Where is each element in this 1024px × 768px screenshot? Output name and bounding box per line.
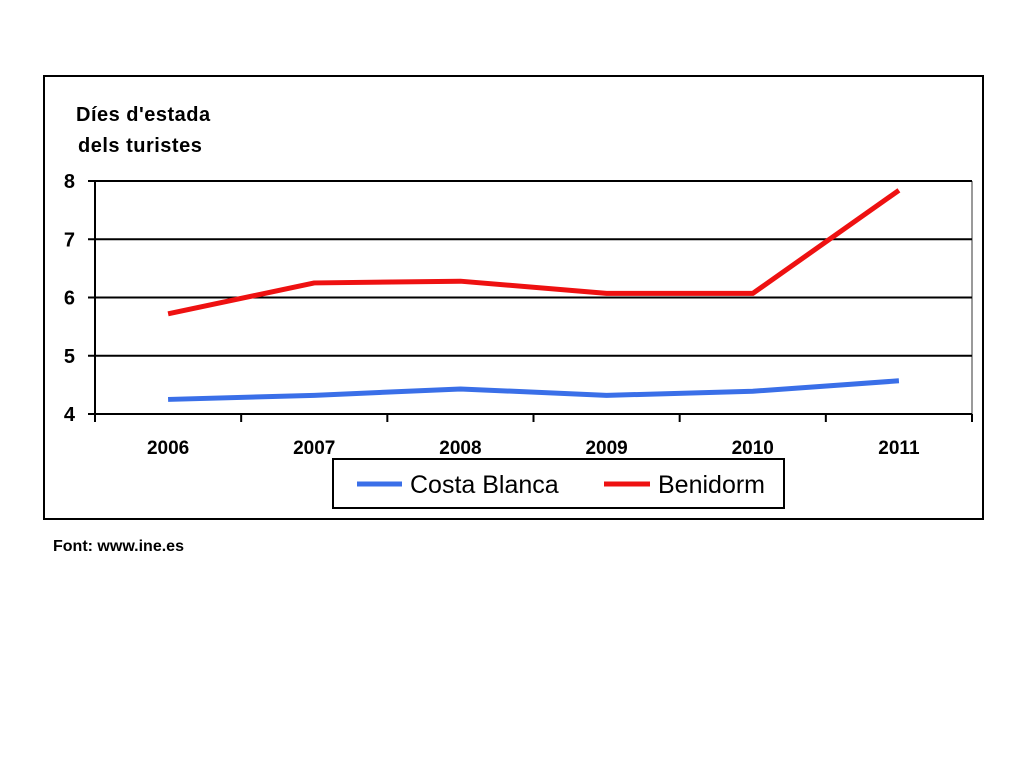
- x-tick-label: 2007: [293, 438, 335, 459]
- y-tick-label: 8: [64, 171, 75, 193]
- y-tick-label: 4: [64, 404, 76, 426]
- legend-label-benidorm: Benidorm: [658, 471, 765, 499]
- y-tick-label: 6: [64, 288, 75, 310]
- series-line-costa-blanca: [168, 378, 900, 402]
- legend-label-costa-blanca: Costa Blanca: [410, 471, 559, 499]
- gridlines: [95, 180, 973, 414]
- y-tick-label: 7: [64, 229, 75, 251]
- source-note: Font: www.ine.es: [53, 538, 184, 555]
- series-line-benidorm: [167, 188, 901, 317]
- x-tick-label: 2008: [439, 438, 481, 459]
- series-lines: [167, 188, 901, 402]
- x-tick-label: 2010: [732, 438, 774, 459]
- legend-box: [332, 458, 785, 509]
- legend: Costa Blanca Benidorm: [332, 458, 785, 509]
- x-tick-label: 2009: [585, 438, 627, 459]
- x-tick-label: 2006: [147, 438, 189, 459]
- y-axis-label-line-1: Díes d'estada: [76, 104, 211, 126]
- y-axis-label-line-2: dels turistes: [78, 135, 202, 157]
- y-tick-label: 5: [64, 346, 75, 368]
- x-tick-label: 2011: [878, 438, 920, 459]
- axes: 4 5 6 7 8 2006 2007 2008 2009 2010 2011: [64, 171, 973, 459]
